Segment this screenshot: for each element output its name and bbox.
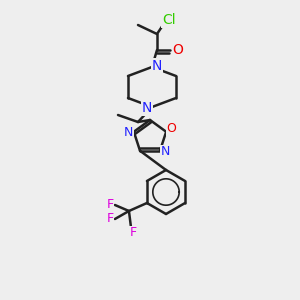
Text: Cl: Cl bbox=[162, 13, 176, 27]
Text: F: F bbox=[106, 212, 113, 226]
Text: F: F bbox=[129, 226, 137, 239]
Text: O: O bbox=[172, 43, 183, 57]
Text: N: N bbox=[152, 59, 162, 73]
Text: O: O bbox=[166, 122, 176, 135]
Text: N: N bbox=[142, 101, 152, 115]
Text: N: N bbox=[124, 126, 134, 139]
Text: N: N bbox=[160, 145, 170, 158]
Text: F: F bbox=[106, 197, 113, 211]
